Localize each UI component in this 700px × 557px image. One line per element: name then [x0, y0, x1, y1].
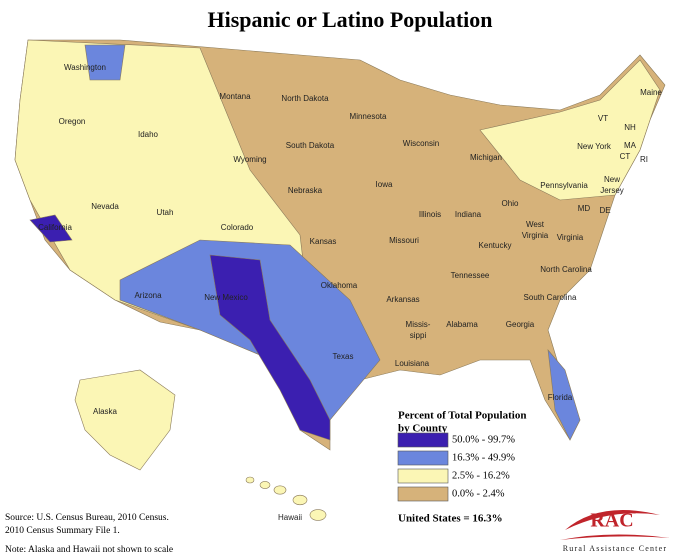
state-label: Iowa — [376, 180, 393, 189]
state-label: Nebraska — [288, 186, 323, 195]
legend-label: 2.5% - 16.2% — [452, 470, 510, 481]
source: Source: U.S. Census Bureau, 2010 Census. — [5, 513, 169, 523]
state-label: Jersey — [600, 186, 624, 195]
state-label: Kentucky — [479, 241, 512, 250]
region-high — [209, 254, 331, 441]
state-label: Missis- — [406, 320, 431, 329]
region-high — [29, 214, 73, 243]
legend-title: by County — [398, 423, 448, 435]
state-label: Oregon — [59, 117, 86, 126]
legend-label: 16.3% - 49.9% — [452, 452, 515, 463]
state-label: VT — [598, 114, 608, 123]
state-label: Maine — [640, 88, 662, 97]
state-label: Indiana — [455, 210, 482, 219]
state-label: Alaska — [93, 407, 118, 416]
state-label: Utah — [157, 208, 174, 217]
legend-title: Percent of Total Population — [398, 410, 526, 422]
region-low — [479, 59, 661, 201]
state-label: Colorado — [221, 223, 254, 232]
state-label: Oklahoma — [321, 281, 358, 290]
state-label: Minnesota — [350, 112, 387, 121]
region-mid — [547, 349, 581, 441]
title: Hispanic or Latino Population — [207, 7, 492, 32]
state-labels: Washington Oregon California Nevada Idaho Mon… — [38, 63, 662, 522]
map-shapes — [14, 39, 666, 521]
state-label: California — [38, 223, 72, 232]
state-label: Arkansas — [386, 295, 419, 304]
state-label: New — [604, 175, 620, 184]
state-label: Florida — [548, 393, 573, 402]
state-label: Missouri — [389, 236, 419, 245]
state-label: Montana — [219, 92, 251, 101]
state-label: CT — [620, 152, 631, 161]
state-label: Nevada — [91, 202, 119, 211]
state-label: Kansas — [310, 237, 337, 246]
logo-mark: RAC — [590, 510, 633, 532]
note: Note: Alaska and Hawaii not shown to sca… — [5, 545, 173, 555]
state-label: Washington — [64, 63, 106, 72]
logo-name: Rural Assistance Center — [563, 544, 667, 553]
state-label: South Dakota — [286, 141, 335, 150]
state-label: Ohio — [502, 199, 519, 208]
state-label: New York — [577, 142, 612, 151]
logo-swoosh — [560, 534, 670, 540]
state-label: New Mexico — [204, 293, 248, 302]
legend-swatch — [397, 486, 449, 502]
state-label: South Carolina — [524, 293, 577, 302]
state-label: DE — [599, 206, 610, 215]
hawaii-island — [245, 476, 255, 484]
legend-swatch — [397, 468, 449, 484]
us-total: United States = 16.3% — [398, 513, 503, 525]
state-label: Georgia — [506, 320, 535, 329]
state-label: Louisiana — [395, 359, 430, 368]
state-label: NH — [624, 123, 636, 132]
state-label: Pennsylvania — [540, 181, 588, 190]
state-label: North Carolina — [540, 265, 592, 274]
state-label: Hawaii — [278, 513, 302, 522]
alaska — [74, 369, 176, 471]
hawaii-island — [309, 509, 327, 521]
legend-label: 0.0% - 2.4% — [452, 488, 505, 499]
state-label: Virginia — [557, 233, 584, 242]
state-label: Idaho — [138, 130, 159, 139]
state-label: Virginia — [522, 231, 549, 240]
state-label: RI — [640, 155, 648, 164]
legend-swatch — [397, 432, 449, 448]
source: 2010 Census Summary File 1. — [5, 526, 120, 536]
hawaii-island — [292, 494, 308, 506]
state-label: North Dakota — [281, 94, 329, 103]
state-label: Wisconsin — [403, 139, 439, 148]
state-label: Wyoming — [233, 155, 266, 164]
state-label: MA — [624, 141, 637, 150]
state-label: Michigan — [470, 153, 502, 162]
state-label: MD — [578, 204, 591, 213]
hawaii-island — [273, 485, 287, 495]
state-label: Alabama — [446, 320, 478, 329]
state-label: Tennessee — [451, 271, 490, 280]
state-label: West — [526, 220, 545, 229]
state-label: Arizona — [134, 291, 162, 300]
logo-swoosh — [565, 510, 660, 530]
state-label: Texas — [333, 352, 354, 361]
state-label: Illinois — [419, 210, 441, 219]
hawaii-island — [259, 481, 271, 489]
state-label: sippi — [410, 331, 427, 340]
legend: 50.0% - 99.7% 16.3% - 49.9% 2.5% - 16.2% 0.… — [397, 432, 515, 502]
region-mid — [84, 44, 126, 81]
legend-label: 50.0% - 99.7% — [452, 434, 515, 445]
legend-swatch — [397, 450, 449, 466]
